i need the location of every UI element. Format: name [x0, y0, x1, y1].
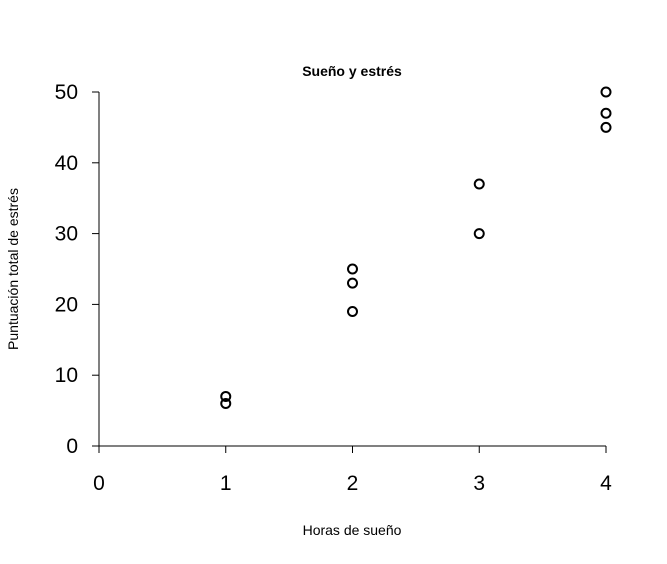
data-point: [347, 263, 358, 275]
data-point: [473, 178, 485, 190]
x-tick-label: 1: [220, 472, 232, 495]
y-tick-label: 50: [55, 81, 78, 104]
data-point: [473, 228, 485, 240]
x-axis-label: Horas de sueño: [303, 522, 402, 538]
x-axis-ticks: 0 1 2 3 4: [93, 446, 612, 495]
x-tick-label: 4: [600, 472, 612, 495]
data-point: [220, 390, 232, 402]
y-tick-label: 20: [55, 293, 78, 316]
data-points: [220, 86, 612, 410]
y-tick-label: 10: [55, 364, 78, 387]
data-point: [220, 398, 232, 410]
data-point: [347, 305, 358, 317]
data-point: [600, 107, 612, 119]
x-tick-label: 3: [473, 472, 485, 495]
y-axis-ticks: 0 10 20 30 40 50: [55, 81, 99, 458]
x-tick-label: 0: [93, 472, 105, 495]
y-axis-label: Puntuación total de estrés: [5, 188, 21, 350]
y-tick-label: 30: [55, 223, 78, 246]
data-point: [600, 121, 612, 133]
chart-title: Sueño y estrés: [302, 63, 402, 79]
y-tick-label: 40: [55, 152, 78, 175]
data-point: [347, 277, 358, 289]
y-tick-label: 0: [66, 435, 78, 458]
data-point: [600, 86, 612, 98]
x-tick-label: 2: [347, 472, 359, 495]
